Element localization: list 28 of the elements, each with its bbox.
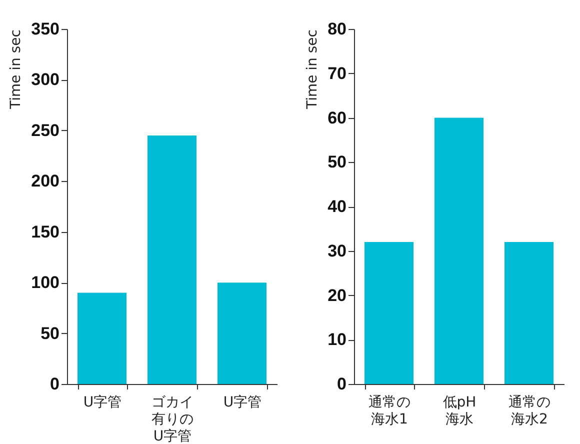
y-tick-label: 150 (31, 222, 60, 242)
y-axis-title: Time in sec (304, 30, 321, 110)
y-axis-title: Time in sec (8, 30, 24, 110)
y-tick-label: 0 (50, 374, 60, 394)
y-tick-label: 80 (328, 20, 346, 38)
y-tick-label: 250 (31, 120, 60, 140)
y-tick-label: 50 (328, 152, 346, 172)
x-tick-label: U字管 (83, 394, 122, 410)
y-tick-label: 20 (328, 286, 346, 305)
x-tick-label: U字管 (223, 394, 262, 410)
y-tick-label: 40 (328, 197, 346, 216)
y-tick-label: 70 (328, 64, 346, 83)
x-tick-label: 通常の海水2 (508, 394, 550, 428)
y-tick-label: 0 (337, 374, 346, 394)
bar (148, 136, 196, 384)
x-tick-label: 低pH海水 (442, 394, 476, 428)
y-tick-label: 50 (40, 324, 60, 343)
y-tick-label: 10 (328, 330, 346, 350)
y-tick-label: 200 (31, 172, 60, 191)
y-tick-label: 60 (328, 108, 346, 128)
y-tick-label: 100 (31, 273, 60, 292)
x-tick-label: ゴカイ有りのU字管 (152, 394, 194, 444)
y-tick-label: 350 (31, 20, 60, 38)
x-tick-label: 通常の海水1 (368, 394, 410, 428)
y-tick-label: 30 (328, 241, 346, 260)
bar (218, 282, 266, 384)
y-tick-label: 300 (31, 70, 60, 90)
bar (78, 292, 126, 384)
